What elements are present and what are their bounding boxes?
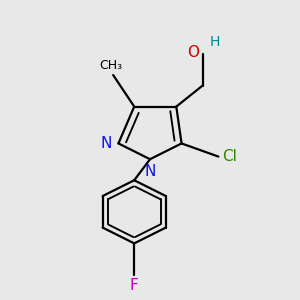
Text: F: F <box>130 278 139 292</box>
Text: CH₃: CH₃ <box>99 59 122 72</box>
Text: Cl: Cl <box>222 149 237 164</box>
Text: N: N <box>144 164 156 179</box>
Text: H: H <box>209 35 220 49</box>
Text: O: O <box>187 45 199 60</box>
Text: N: N <box>100 136 112 151</box>
